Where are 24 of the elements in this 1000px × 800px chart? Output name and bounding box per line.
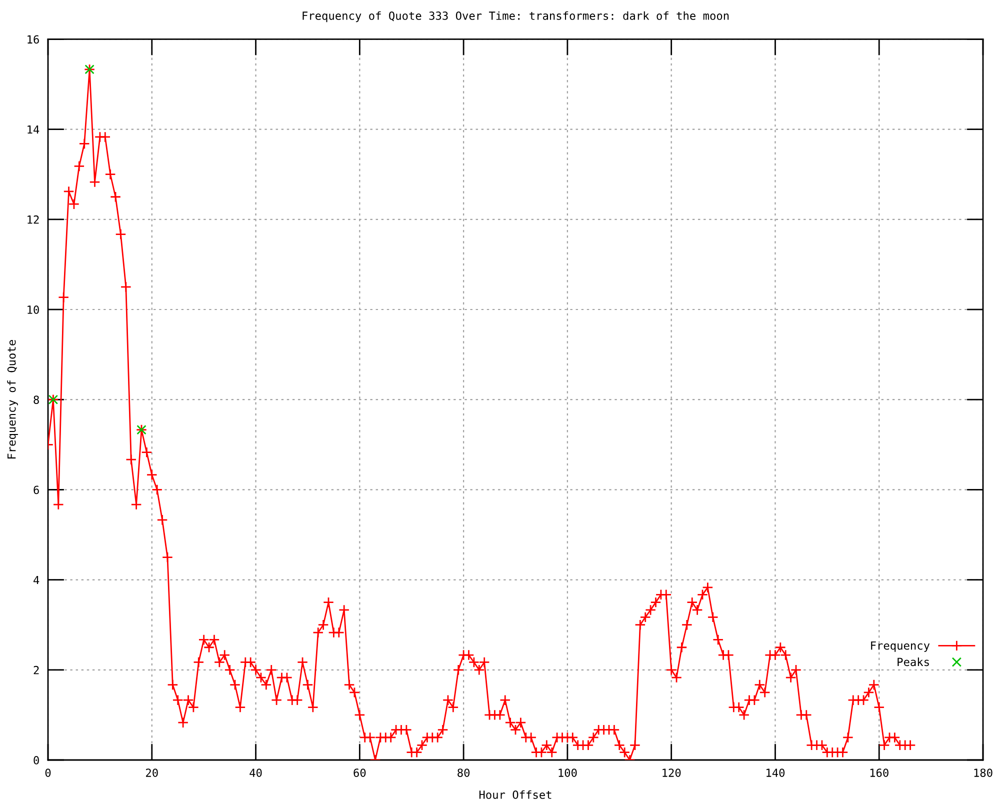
x-tick-label: 160 (870, 768, 888, 777)
legend-label: Frequency (871, 641, 930, 652)
y-tick-label: 2 (34, 666, 39, 674)
y-axis-title: Frequency of Quote (7, 340, 18, 459)
y-tick-label: 4 (34, 576, 40, 584)
y-tick-label: 6 (34, 486, 39, 494)
x-tick-label: 100 (558, 768, 577, 777)
x-tick-label: 20 (146, 768, 158, 777)
y-tick-label: 10 (28, 306, 39, 314)
y-tick-label: 14 (28, 125, 40, 134)
legend-label: Peaks (898, 658, 929, 666)
x-tick-label: 120 (662, 768, 681, 777)
x-tick-label: 40 (250, 768, 262, 777)
x-tick-label: 140 (766, 768, 785, 777)
y-tick-label: 0 (34, 756, 39, 764)
y-tick-label: 8 (34, 396, 39, 404)
x-tick-label: 80 (458, 768, 470, 777)
x-tick-label: 0 (45, 768, 51, 777)
chart-title: Frequency of Quote 333 Over Time: transformers: dark of the moon (302, 11, 729, 22)
y-tick-label: 12 (28, 215, 39, 224)
y-tick-label: 16 (28, 35, 39, 44)
x-tick-label: 60 (354, 768, 366, 777)
x-tick-label: 180 (974, 768, 992, 777)
x-axis-title: Hour Offset (479, 790, 552, 799)
